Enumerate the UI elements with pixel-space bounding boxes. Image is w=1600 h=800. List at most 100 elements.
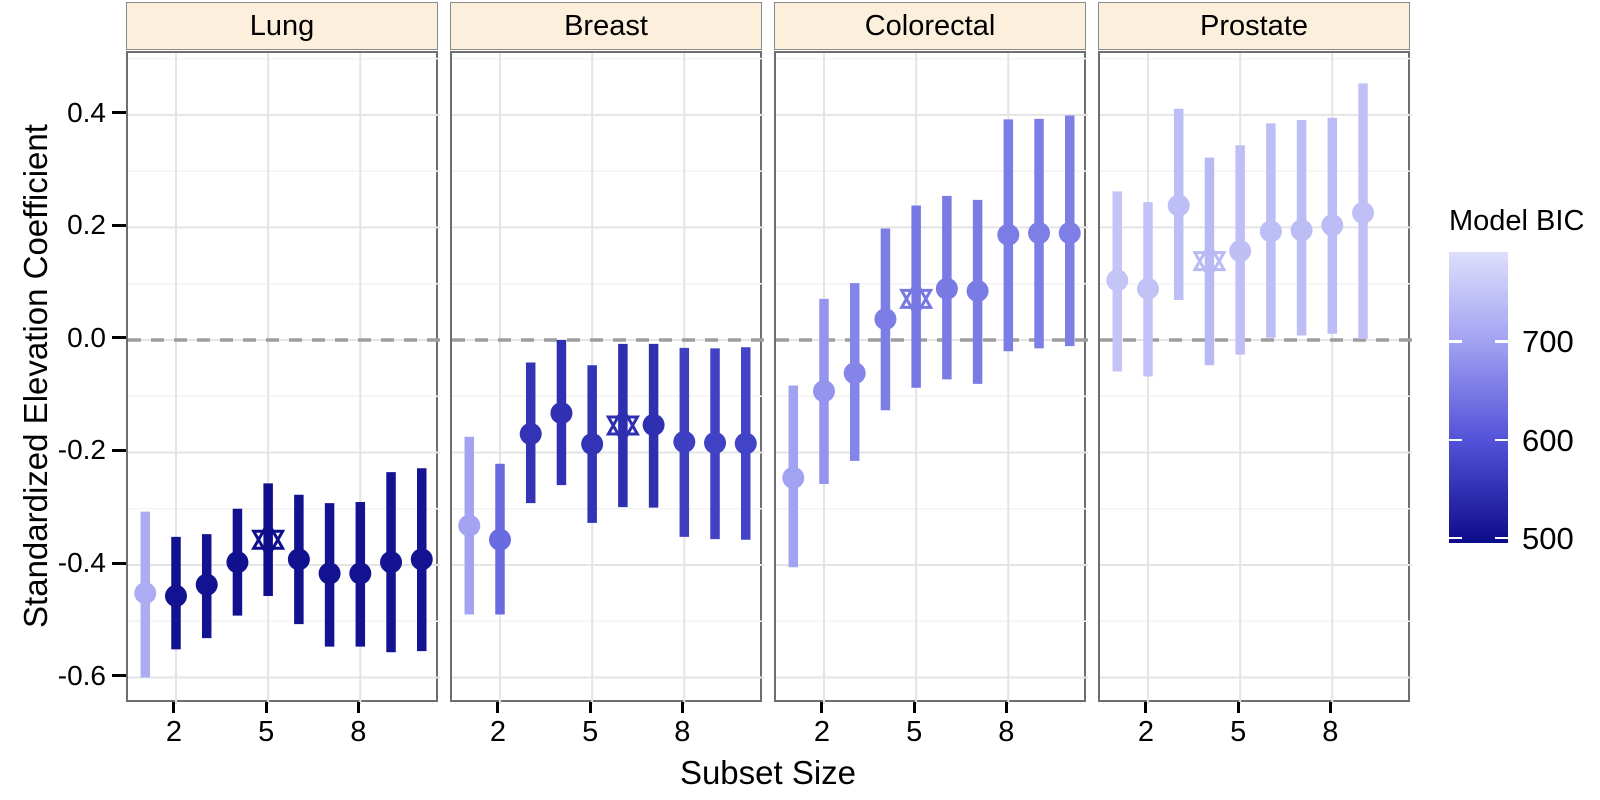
star-triangle-down: [1192, 251, 1227, 282]
point-estimate-dot: [1167, 194, 1190, 217]
point-estimate-dot: [380, 551, 403, 574]
y-tick-mark: [112, 111, 126, 115]
x-tick-label: 2: [165, 716, 183, 748]
facet-strip-breast: Breast: [450, 2, 762, 50]
x-tick-label: 2: [1137, 716, 1155, 748]
facet-panel-prostate: [1098, 51, 1412, 704]
best-model-star-marker: [605, 405, 640, 446]
point-estimate-dot: [1058, 222, 1081, 245]
point-estimate-dot: [519, 422, 542, 445]
x-tick-mark: [912, 702, 916, 713]
point-estimate-dot: [349, 562, 372, 585]
panel-plot-area: [776, 53, 1088, 704]
legend-tick-mark: [1449, 340, 1462, 343]
point-estimate-dot: [1028, 222, 1051, 245]
point-estimate-dot: [782, 466, 805, 489]
x-tick-label: 5: [258, 716, 275, 748]
x-tick-mark: [1236, 702, 1240, 713]
x-tick-mark: [820, 702, 824, 713]
legend-title: Model BIC: [1449, 205, 1585, 237]
point-estimate-dot: [935, 277, 958, 300]
y-tick-label: -0.2: [57, 434, 106, 466]
y-tick-label: 0.4: [67, 96, 106, 128]
y-tick-mark: [112, 223, 126, 227]
panel-plot-area: [1100, 53, 1412, 704]
y-tick-mark: [112, 561, 126, 565]
facet-strip-label: Colorectal: [864, 9, 996, 42]
point-estimate-dot: [704, 431, 727, 454]
legend-tick-label: 500: [1522, 521, 1574, 557]
x-tick-mark: [1144, 702, 1148, 713]
point-estimate-dot: [164, 584, 187, 607]
point-estimate-dot: [226, 551, 249, 574]
x-tick-mark: [496, 702, 500, 713]
point-estimate-dot: [1106, 269, 1129, 292]
legend-tick-mark: [1495, 340, 1508, 343]
point-estimate-dot: [642, 413, 665, 436]
facet-panel-breast: [450, 51, 764, 704]
best-model-star-marker: [1192, 241, 1227, 282]
y-tick-mark: [112, 336, 126, 340]
star-triangle-down: [605, 415, 640, 446]
y-tick-label: 0.0: [67, 321, 106, 353]
x-tick-mark: [264, 702, 268, 713]
x-tick-label: 2: [813, 716, 831, 748]
legend-tick-label: 600: [1522, 422, 1574, 458]
point-estimate-dot: [287, 548, 310, 571]
x-tick-mark: [680, 702, 684, 713]
point-estimate-dot: [734, 432, 757, 455]
legend-tick-mark: [1449, 536, 1462, 540]
star-triangle-up: [605, 405, 640, 436]
y-tick-label: -0.4: [57, 547, 106, 579]
point-estimate-dot: [1352, 201, 1375, 224]
point-estimate-dot: [1321, 214, 1344, 237]
best-model-star-marker: [899, 278, 934, 319]
x-tick-label: 2: [489, 716, 507, 748]
star-triangle-up: [1192, 241, 1227, 272]
x-tick-mark: [588, 702, 592, 713]
point-estimate-dot: [488, 528, 511, 551]
point-estimate-dot: [997, 223, 1020, 246]
x-axis-title: Subset Size: [679, 754, 857, 791]
point-estimate-dot: [1259, 220, 1282, 243]
point-estimate-dot: [966, 280, 989, 303]
y-tick-label: 0.2: [67, 209, 106, 241]
legend-gradient-bar: [1449, 252, 1508, 543]
panel-plot-area: [452, 53, 764, 704]
facet-strip-label: Prostate: [1200, 9, 1308, 42]
x-tick-mark: [356, 702, 360, 713]
point-estimate-dot: [318, 562, 341, 585]
point-estimate-dot: [410, 548, 433, 571]
legend-tick-mark: [1449, 438, 1462, 442]
facet-panel-lung: [126, 51, 440, 704]
x-tick-label: 5: [1230, 716, 1247, 748]
point-estimate-dot: [874, 308, 897, 331]
x-tick-mark: [1004, 702, 1008, 713]
x-tick-label: 5: [906, 716, 923, 748]
x-tick-label: 8: [1322, 716, 1339, 748]
star-triangle-up: [899, 278, 934, 309]
facet-strip-prostate: Prostate: [1098, 2, 1410, 50]
point-estimate-dot: [843, 362, 866, 385]
x-tick-mark: [1328, 702, 1332, 713]
facet-strip-lung: Lung: [126, 2, 438, 50]
legend-tick-mark: [1495, 536, 1508, 540]
point-estimate-dot: [581, 433, 604, 456]
star-triangle-down: [251, 529, 286, 560]
point-estimate-dot: [195, 573, 218, 596]
y-axis-title: Standardized Elevation Coefficient: [17, 124, 54, 628]
facet-panel-colorectal: [774, 51, 1088, 704]
point-estimate-dot: [550, 402, 573, 425]
point-estimate-dot: [1136, 277, 1159, 300]
y-tick-mark: [112, 448, 126, 452]
facet-strip-label: Lung: [249, 9, 315, 42]
x-tick-label: 5: [582, 716, 599, 748]
star-triangle-down: [899, 288, 934, 319]
point-estimate-dot: [134, 582, 157, 605]
best-model-star-marker: [251, 519, 286, 560]
x-tick-label: 8: [350, 716, 367, 748]
y-tick-label: -0.6: [57, 659, 106, 691]
legend-tick-mark: [1495, 438, 1508, 442]
legend-tick-label: 700: [1522, 324, 1574, 360]
